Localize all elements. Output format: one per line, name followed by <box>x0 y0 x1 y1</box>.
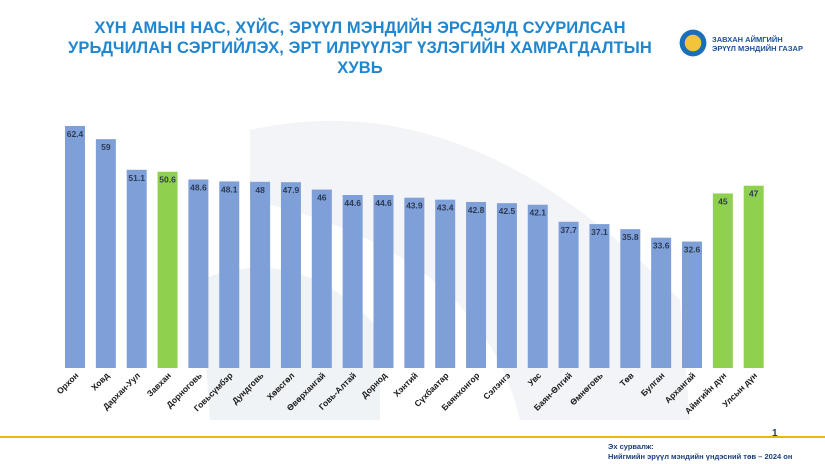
source-note: Эх сурвалж: Нийгмийн эрүүл мэндийн үндэс… <box>608 442 792 461</box>
value-label-14: 42.5 <box>499 206 516 216</box>
bar-17 <box>589 224 610 368</box>
value-label-20: 32.6 <box>684 245 701 255</box>
value-label-13: 42.8 <box>468 205 485 215</box>
value-label-22: 47 <box>749 189 759 199</box>
bar-12 <box>435 199 456 368</box>
value-label-7: 47.9 <box>283 185 300 195</box>
bar-4 <box>188 179 209 368</box>
logo-text: ЗАВХАН АЙМГИЙН ЭРҮҮЛ МЭНДИЙН ГАЗАР <box>712 35 803 53</box>
value-label-10: 44.6 <box>375 198 392 208</box>
bar-0 <box>65 125 85 368</box>
bar-chart: 62.4 59 51.1 50.6 48.6 48.1 48 47.9 46 44.6 44.6 43… <box>55 120 764 421</box>
bar-18 <box>620 229 641 368</box>
bar-11 <box>404 197 425 368</box>
logo: ЗАВХАН АЙМГИЙН ЭРҮҮЛ МЭНДИЙН ГАЗАР <box>678 28 818 64</box>
logo-line-2: ЭРҮҮЛ МЭНДИЙН ГАЗАР <box>712 44 803 53</box>
source-text: Нийгмийн эрүүл мэндийн үндэсний төв – 20… <box>608 451 793 461</box>
value-label-4: 48.6 <box>190 182 207 192</box>
value-label-16: 37.7 <box>560 225 577 235</box>
value-label-8: 46 <box>317 193 327 203</box>
value-label-5: 48.1 <box>221 184 238 194</box>
bar-6 <box>250 181 271 368</box>
category-label-1: Ховд <box>89 370 112 393</box>
value-label-15: 42.1 <box>529 208 546 218</box>
logo-line-1: ЗАВХАН АЙМГИЙН <box>712 35 783 44</box>
bar-14 <box>496 203 517 368</box>
bar-10 <box>373 195 394 368</box>
chart-title: ХҮН АМЫН НАС, ХҮЙС, ЭРҮҮЛ МЭНДИЙН ЭРСДЭЛ… <box>68 19 652 77</box>
category-label-0: Орхон <box>55 370 81 396</box>
page-number: 1 <box>772 428 778 439</box>
bar-8 <box>311 189 332 368</box>
source-label: Эх сурвалж: <box>608 442 654 451</box>
category-label-11: Хэнтий <box>391 370 419 398</box>
value-label-9: 44.6 <box>344 198 361 208</box>
emblem-icon <box>678 28 708 58</box>
bar-9 <box>342 195 363 368</box>
value-label-2: 51.1 <box>128 173 145 183</box>
bar-7 <box>280 182 301 368</box>
value-label-11: 43.9 <box>406 201 423 211</box>
bar-20 <box>682 241 702 368</box>
category-label-14: Сэлэнгэ <box>481 370 512 401</box>
value-label-19: 33.6 <box>653 241 670 251</box>
value-label-21: 45 <box>718 196 728 206</box>
bar-15 <box>527 204 548 368</box>
value-label-17: 37.1 <box>591 227 608 237</box>
bar-2 <box>126 169 147 368</box>
value-label-0: 62.4 <box>67 129 84 139</box>
bar-3 <box>157 171 178 368</box>
bar-19 <box>651 237 672 368</box>
value-label-3: 50.6 <box>159 175 176 185</box>
category-label-3: Завхан <box>145 370 173 398</box>
bar-13 <box>466 201 487 368</box>
bar-1 <box>95 139 116 368</box>
bar-5 <box>219 181 240 368</box>
value-label-6: 48 <box>255 185 265 195</box>
value-label-12: 43.4 <box>437 203 454 213</box>
value-label-18: 35.8 <box>622 232 639 242</box>
value-label-1: 59 <box>101 142 111 152</box>
bar-21 <box>712 193 733 368</box>
bar-22 <box>743 185 764 368</box>
footer-divider <box>0 436 825 438</box>
bar-16 <box>558 221 579 368</box>
